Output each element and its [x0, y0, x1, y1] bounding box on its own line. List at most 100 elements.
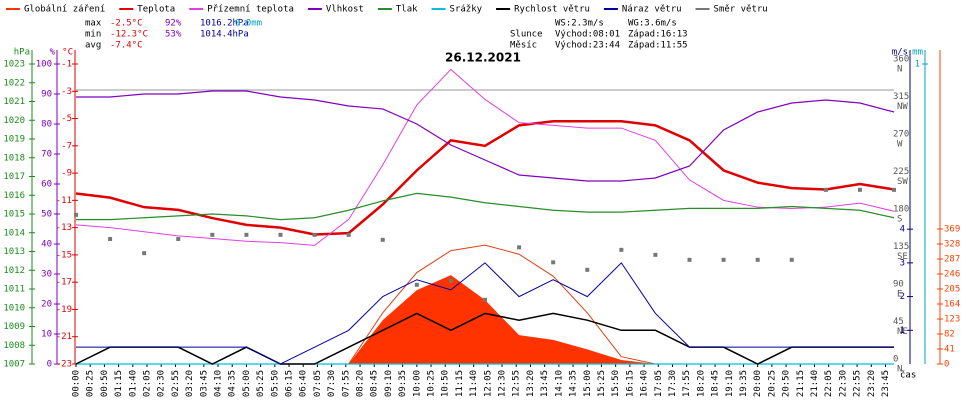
y-tick-label: -15 — [56, 250, 72, 260]
x-tick-label: 07:30 — [327, 370, 337, 397]
y-tick-label: -11 — [56, 196, 72, 206]
stat-text: -2.5°C — [110, 19, 143, 29]
x-tick-label: 03:20 — [185, 370, 195, 397]
x-tick-label: 02:30 — [157, 370, 167, 397]
x-tick-label: 07:05 — [313, 370, 323, 397]
radiation-area — [76, 275, 894, 364]
y-tick-label: 1018 — [3, 153, 25, 163]
x-tick-label: 21:15 — [796, 370, 806, 397]
stat-text: Západ:11:55 — [628, 41, 688, 51]
y-tick-label: 1021 — [3, 97, 25, 107]
y-tick-label: N — [897, 365, 902, 375]
x-tick-label: 16:15 — [625, 370, 635, 397]
x-tick-label: 20:25 — [767, 370, 777, 397]
x-tick-label: 12:05 — [483, 370, 493, 397]
y-tick-label: -5 — [61, 114, 72, 124]
y-tick-label: SW — [897, 177, 908, 187]
y-tick-label: 1016 — [3, 191, 25, 201]
y-tick-label: 1009 — [3, 322, 25, 332]
x-tick-label: 22:55 — [853, 370, 863, 397]
x-tick-label: 09:35 — [398, 370, 408, 397]
direction-mark — [823, 187, 828, 192]
direction-mark — [210, 232, 215, 237]
legend-label: Náraz větru — [622, 5, 682, 15]
y-tick-label: 205 — [944, 285, 960, 295]
x-tick-label: 10:00 — [412, 370, 422, 397]
x-tick-label: 04:10 — [214, 370, 224, 397]
direction-mark — [789, 257, 794, 262]
y-tick-label: -21 — [56, 332, 72, 342]
y-tick-label: S — [897, 215, 902, 225]
legend-label: Teplota — [137, 5, 175, 15]
direction-mark — [142, 251, 147, 256]
y-tick-label: 100 — [36, 60, 52, 70]
y-tick-label: 270 — [893, 130, 909, 140]
y-tick-label: -13 — [56, 223, 72, 233]
direction-mark — [312, 232, 317, 237]
legend-label: Globální záření — [24, 5, 105, 15]
x-tick-label: 15:00 — [583, 370, 593, 397]
x-tick-label: 19:35 — [739, 370, 749, 397]
y-tick-label: 41 — [944, 345, 955, 355]
x-tick-label: 00:50 — [100, 370, 110, 397]
direction-mark — [551, 260, 556, 265]
direction-mark — [483, 297, 487, 302]
x-tick-label: 06:15 — [285, 370, 295, 397]
y-axis-label: % — [50, 48, 56, 58]
x-tick-label: 17:05 — [654, 370, 664, 397]
x-tick-label: 02:05 — [143, 370, 153, 397]
x-tick-label: 03:45 — [199, 370, 209, 397]
x-tick-label: 02:55 — [171, 370, 181, 397]
x-tick-label: 18:45 — [711, 370, 721, 397]
series-line — [75, 68, 895, 246]
y-tick-label: 1 — [915, 60, 920, 70]
y-tick-label: -23 — [56, 360, 72, 370]
y-tick-label: NW — [897, 102, 908, 112]
stat-text: Východ:23:44 — [555, 41, 620, 51]
stat-text: WS:2.3m/s — [555, 19, 604, 29]
y-tick-label: 1010 — [3, 303, 25, 313]
y-tick-label: 180 — [893, 205, 909, 215]
x-tick-label: 04:35 — [228, 370, 238, 397]
y-tick-label: -1 — [61, 60, 72, 70]
y-tick-label: SE — [897, 252, 908, 262]
y-tick-label: 3 — [900, 258, 905, 268]
y-tick-label: 1011 — [3, 285, 25, 295]
y-tick-label: 0 — [893, 355, 898, 365]
x-tick-label: 20:00 — [753, 370, 763, 397]
series-line — [76, 90, 895, 182]
stat-text: WG:3.6m/s — [628, 19, 677, 29]
y-tick-label: 1020 — [3, 116, 25, 126]
legend-label: Přízemní teplota — [207, 5, 294, 15]
direction-mark — [414, 282, 419, 287]
direction-mark — [892, 187, 896, 192]
direction-mark — [448, 278, 453, 283]
direction-mark — [74, 212, 78, 217]
x-tick-label: 05:25 — [256, 370, 266, 397]
x-tick-label: 14:10 — [554, 370, 564, 397]
x-tick-label: 14:35 — [569, 370, 579, 397]
y-axis-label: °C — [62, 48, 73, 58]
x-tick-label: 08:20 — [356, 370, 366, 397]
y-tick-label: 45 — [893, 317, 904, 327]
y-tick-label: 40 — [41, 240, 52, 250]
y-tick-label: 1017 — [3, 172, 25, 182]
legend-label: Srážky — [450, 5, 483, 15]
x-tick-label: 22:30 — [838, 370, 848, 397]
x-tick-label: 16:40 — [640, 370, 650, 397]
legend-label: Tlak — [396, 5, 418, 15]
x-tick-label: 13:45 — [540, 370, 550, 397]
direction-mark — [278, 232, 283, 237]
x-tick-label: 11:15 — [455, 370, 465, 397]
x-tick-label: 10:25 — [427, 370, 437, 397]
y-tick-label: NE — [897, 327, 908, 337]
x-tick-label: 22:05 — [824, 370, 834, 397]
y-axis-label: mm — [912, 48, 923, 58]
chart-title: 26.12.2021 — [445, 51, 521, 65]
x-tick-label: 21:40 — [810, 370, 820, 397]
y-tick-label: 1012 — [3, 266, 25, 276]
series-line — [75, 120, 895, 236]
y-tick-label: 1008 — [3, 341, 25, 351]
y-tick-label: -3 — [61, 87, 72, 97]
y-tick-label: 82 — [944, 330, 955, 340]
